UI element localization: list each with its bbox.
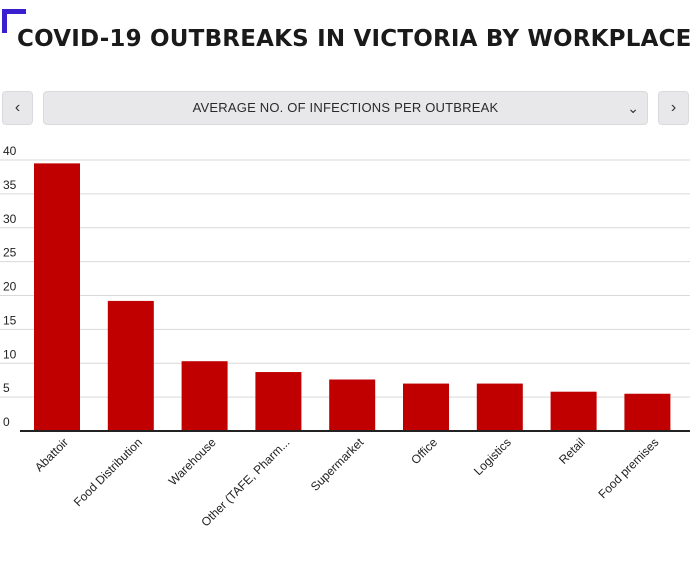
bar bbox=[329, 379, 376, 431]
bar bbox=[34, 163, 80, 431]
bar bbox=[181, 361, 228, 431]
y-tick-label: 35 bbox=[3, 178, 17, 192]
x-tick-label: Abattoir bbox=[32, 435, 71, 474]
x-tick-label: Food Distribution bbox=[71, 435, 145, 509]
page-title: COVID-19 OUTBREAKS IN VICTORIA BY WORKPL… bbox=[17, 26, 692, 52]
y-tick-label: 20 bbox=[3, 280, 17, 294]
corner-accent bbox=[2, 9, 26, 33]
x-tick-label: Warehouse bbox=[166, 435, 219, 488]
y-tick-label: 5 bbox=[3, 381, 10, 395]
y-tick-label: 40 bbox=[3, 144, 17, 158]
x-tick-label: Logistics bbox=[471, 435, 514, 478]
y-tick-label: 25 bbox=[3, 246, 17, 260]
x-tick-label: Office bbox=[408, 435, 440, 467]
x-tick-label: Supermarket bbox=[308, 435, 367, 494]
x-tick-label: Food premises bbox=[595, 435, 661, 501]
bar bbox=[107, 300, 154, 431]
y-tick-label: 15 bbox=[3, 313, 17, 327]
chevron-right-icon: › bbox=[670, 99, 677, 116]
previous-button[interactable]: ‹ bbox=[2, 91, 33, 125]
y-tick-label: 30 bbox=[3, 212, 17, 226]
y-tick-label: 0 bbox=[3, 415, 10, 429]
chevron-down-icon: ⌄ bbox=[627, 100, 639, 116]
metric-select-label: AVERAGE NO. OF INFECTIONS PER OUTBREAK bbox=[192, 100, 499, 115]
next-button[interactable]: › bbox=[658, 91, 689, 125]
x-tick-label: Retail bbox=[556, 435, 588, 467]
bar bbox=[476, 383, 523, 431]
bar bbox=[624, 393, 671, 431]
chevron-left-icon: ‹ bbox=[14, 99, 21, 116]
bar bbox=[255, 372, 302, 431]
bar bbox=[550, 391, 597, 431]
bar bbox=[403, 383, 449, 431]
y-tick-label: 10 bbox=[3, 347, 17, 361]
metric-select[interactable]: AVERAGE NO. OF INFECTIONS PER OUTBREAK ⌄ bbox=[43, 91, 648, 125]
